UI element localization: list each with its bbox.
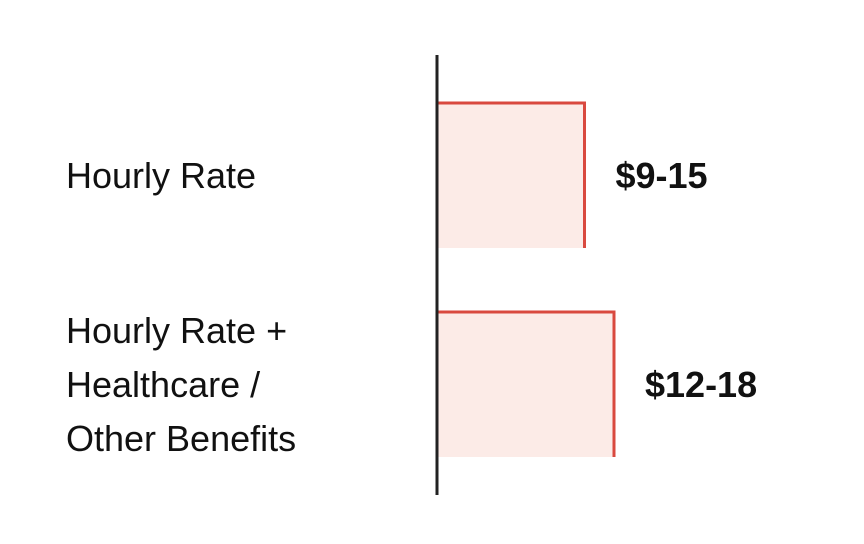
bar	[437, 103, 585, 248]
category-label: Hourly Rate +	[66, 310, 287, 351]
bar-outline	[437, 101, 586, 248]
bar	[437, 312, 614, 457]
category-label: Healthcare /	[66, 364, 260, 405]
category-label: Other Benefits	[66, 418, 296, 459]
value-label: $9-15	[616, 155, 708, 196]
category-label: Hourly Rate	[66, 155, 256, 196]
bar-outline	[437, 310, 616, 457]
value-label: $12-18	[645, 364, 757, 405]
